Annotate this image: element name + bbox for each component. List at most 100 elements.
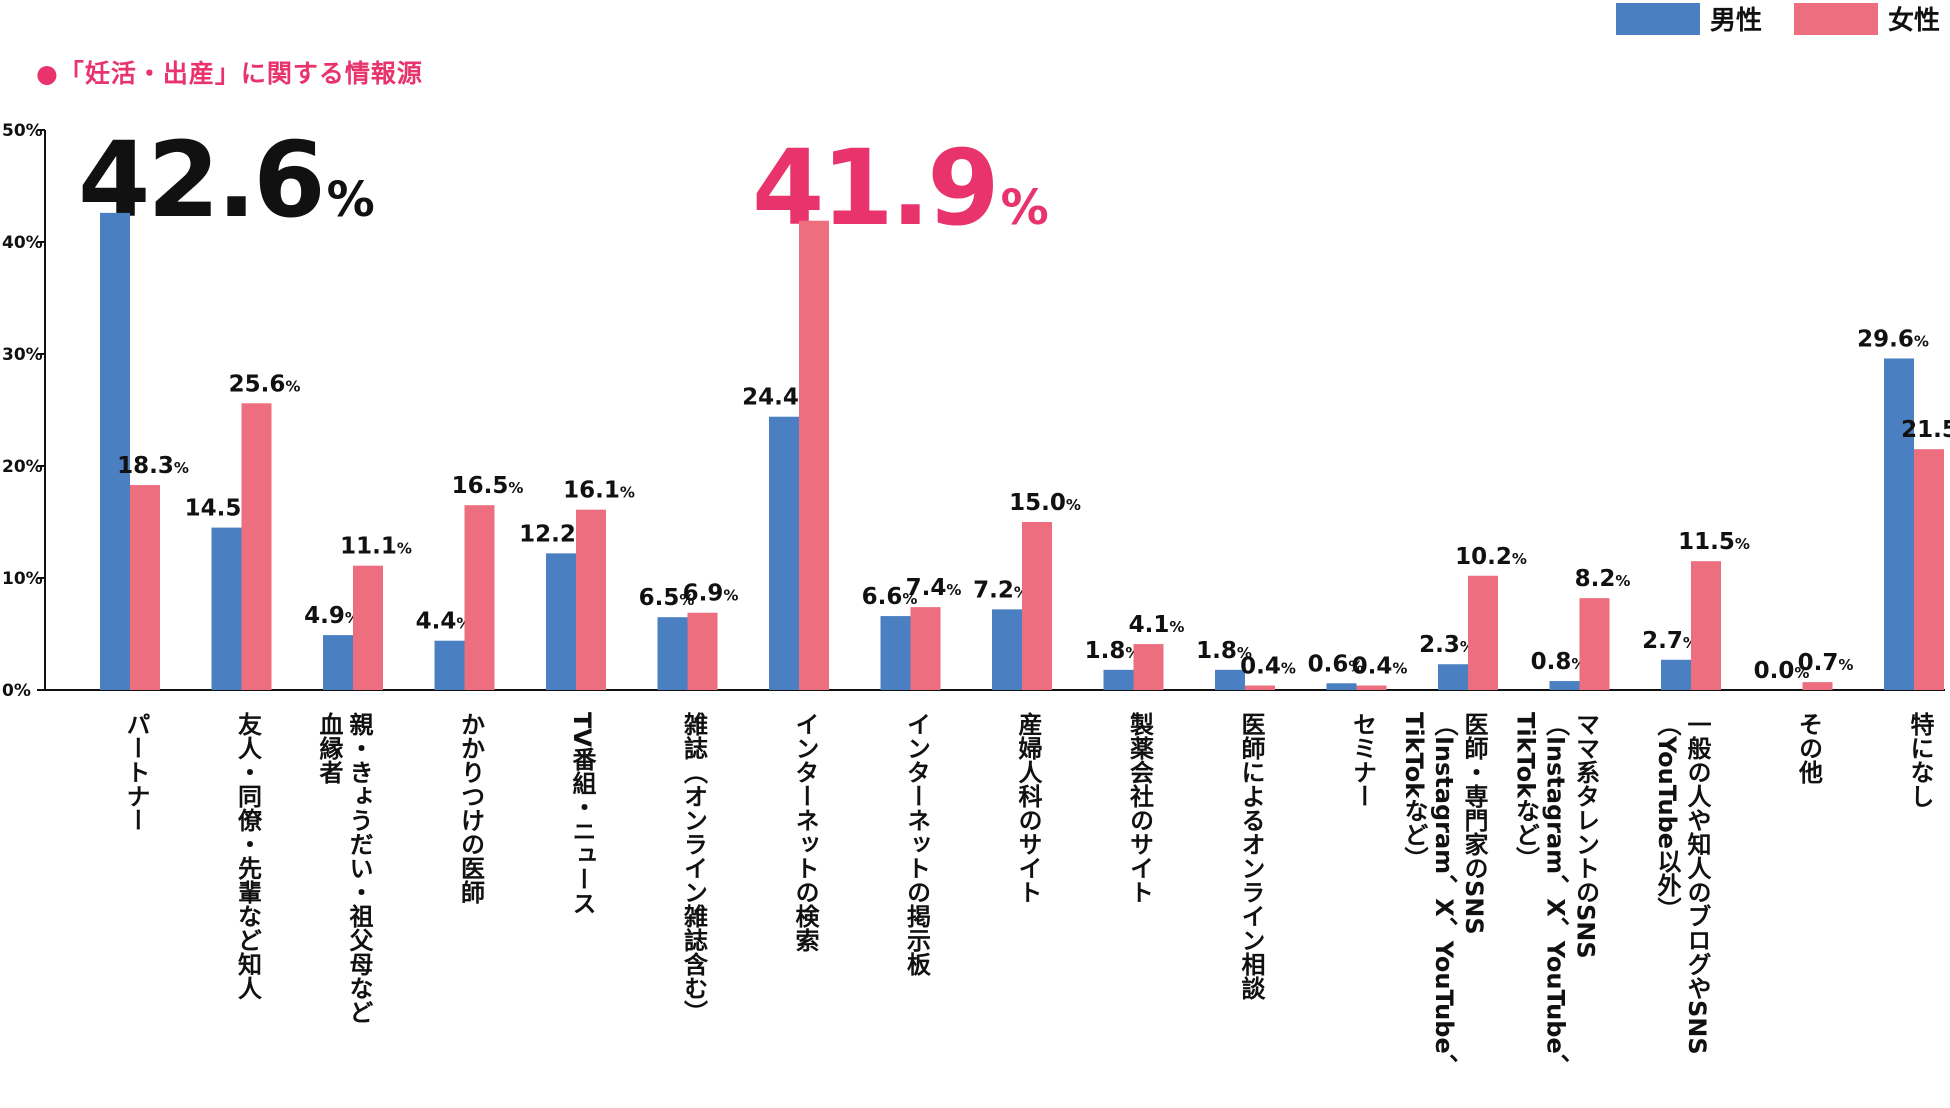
bar-female xyxy=(464,505,495,690)
data-label-male: 0.8% xyxy=(1531,649,1587,675)
legend-item-female: 女性 xyxy=(1793,0,1940,37)
category-label: セミナー xyxy=(1349,712,1377,808)
data-label-female: 16.5% xyxy=(452,473,524,499)
bar-male xyxy=(1215,669,1245,690)
category-label: TikTokなど） xyxy=(1512,712,1540,870)
bar-female xyxy=(1579,598,1610,690)
category-label: TikTokなど） xyxy=(1400,712,1428,870)
bar-female xyxy=(1245,685,1275,690)
y-tick-label: 30% xyxy=(2,345,43,365)
data-label-female: 11.5% xyxy=(1678,529,1750,555)
legend-label-female: 女性 xyxy=(1887,6,1940,36)
bar-female xyxy=(1356,685,1387,690)
bar-male xyxy=(1549,681,1580,690)
data-label-female: 16.1% xyxy=(563,478,635,504)
data-label-female: 0.4% xyxy=(1240,654,1296,680)
category-label: ママ系タレントのSNS xyxy=(1572,712,1600,959)
bar-female xyxy=(1914,449,1944,690)
category-label: 血縁者 xyxy=(315,711,343,784)
bar-male xyxy=(1661,659,1691,690)
bar-female xyxy=(687,612,718,690)
y-tick-label: 0% xyxy=(2,681,31,701)
category-label: 親・きょうだい・祖父母など xyxy=(345,712,373,1024)
data-label-female: 4.1% xyxy=(1129,612,1185,638)
data-label-male: 2.3% xyxy=(1419,632,1475,658)
legend: 男性 女性 xyxy=(1598,0,1940,37)
data-label-female: 0.4% xyxy=(1352,654,1408,680)
bar-male xyxy=(546,553,576,690)
data-label-female: 8.2% xyxy=(1575,566,1631,592)
legend-swatch-female xyxy=(1793,2,1878,35)
data-label-female: 15.0% xyxy=(1009,490,1081,516)
category-label: インターネットの検索 xyxy=(791,712,819,953)
bar-female xyxy=(1802,682,1833,690)
bar-female xyxy=(1133,644,1164,690)
bar-male xyxy=(1884,358,1914,690)
category-label: かかりつけの医師 xyxy=(457,712,485,904)
category-label: （Instagram、X、YouTube、 xyxy=(1542,712,1570,1078)
y-tick-label: 40% xyxy=(2,233,43,253)
data-label-female: 25.6% xyxy=(229,371,301,397)
data-label-female: 7.4% xyxy=(906,575,962,601)
bar-female xyxy=(241,403,272,690)
category-label: 産婦人科のサイト xyxy=(1014,711,1043,904)
data-label-male: 6.5% xyxy=(639,585,695,611)
highlight-female-number: 41.9 xyxy=(752,127,1000,249)
category-label: その他 xyxy=(1795,712,1824,784)
bar-male xyxy=(1326,683,1357,690)
data-label-male: 0.6% xyxy=(1308,651,1364,677)
bar-female xyxy=(910,607,941,690)
data-label-female: 10.2% xyxy=(1455,544,1527,570)
bar-male xyxy=(1103,669,1134,690)
bar-female xyxy=(130,485,160,690)
bar-female xyxy=(1691,561,1721,690)
y-tick-label: 10% xyxy=(2,569,43,589)
data-label-male: 2.7% xyxy=(1642,628,1698,654)
highlight-male-unit: % xyxy=(326,172,375,228)
bar-male xyxy=(880,616,911,690)
bar-female xyxy=(1468,575,1498,690)
category-label: 医師・専門家のSNS xyxy=(1460,712,1488,935)
bar-female xyxy=(1022,522,1052,690)
data-label-male: 7.2% xyxy=(973,577,1029,603)
category-label: インターネットの掲示板 xyxy=(903,712,931,977)
bar-male xyxy=(323,635,353,690)
data-label-male: 29.6% xyxy=(1857,326,1929,352)
category-label: （YouTube以外） xyxy=(1653,712,1681,921)
data-label-male: 0.0% xyxy=(1754,658,1810,684)
chart-title: ●「妊活・出産」に関する情報源 xyxy=(36,59,423,88)
legend-label-male: 男性 xyxy=(1709,6,1762,36)
data-label-female: 18.3% xyxy=(117,453,189,479)
bar-female xyxy=(576,509,606,690)
data-label-male: 6.6% xyxy=(862,584,918,610)
bar-male xyxy=(992,609,1022,690)
legend-swatch-male xyxy=(1615,2,1700,35)
bar-male xyxy=(657,617,688,690)
y-tick-label: 20% xyxy=(2,457,43,477)
highlight-female-unit: % xyxy=(1000,180,1049,236)
bar-male xyxy=(1438,664,1468,690)
data-label-male: 1.8% xyxy=(1085,638,1141,664)
data-label-female: 11.1% xyxy=(340,534,412,560)
category-label: 一般の人や知人のブログやSNS xyxy=(1683,712,1711,1055)
bar-female xyxy=(799,220,829,690)
bar-male xyxy=(211,527,242,690)
data-label-female: 6.9% xyxy=(683,581,739,607)
category-label: 製薬会社のサイト xyxy=(1126,711,1154,904)
data-label-male: 4.9% xyxy=(304,603,360,629)
category-label: （Instagram、X、YouTube、 xyxy=(1430,712,1458,1078)
bar-male xyxy=(434,640,465,690)
data-label-female: 21.5% xyxy=(1901,417,1950,443)
data-label-male: 4.4% xyxy=(416,609,472,635)
category-label: 医師によるオンライン相談 xyxy=(1237,712,1265,1001)
y-tick-label: 50% xyxy=(2,121,43,141)
category-label: 特になし xyxy=(1906,712,1934,808)
data-label-male: 1.8% xyxy=(1196,638,1252,664)
bar-male xyxy=(769,416,799,690)
category-label: TV番組・ニュース xyxy=(568,712,597,915)
highlight-female-value: 41.9% xyxy=(752,136,1049,240)
bar-female xyxy=(353,565,383,690)
category-label: 友人・同僚・先輩など知人 xyxy=(234,712,262,1000)
legend-item-male: 男性 xyxy=(1615,0,1762,37)
